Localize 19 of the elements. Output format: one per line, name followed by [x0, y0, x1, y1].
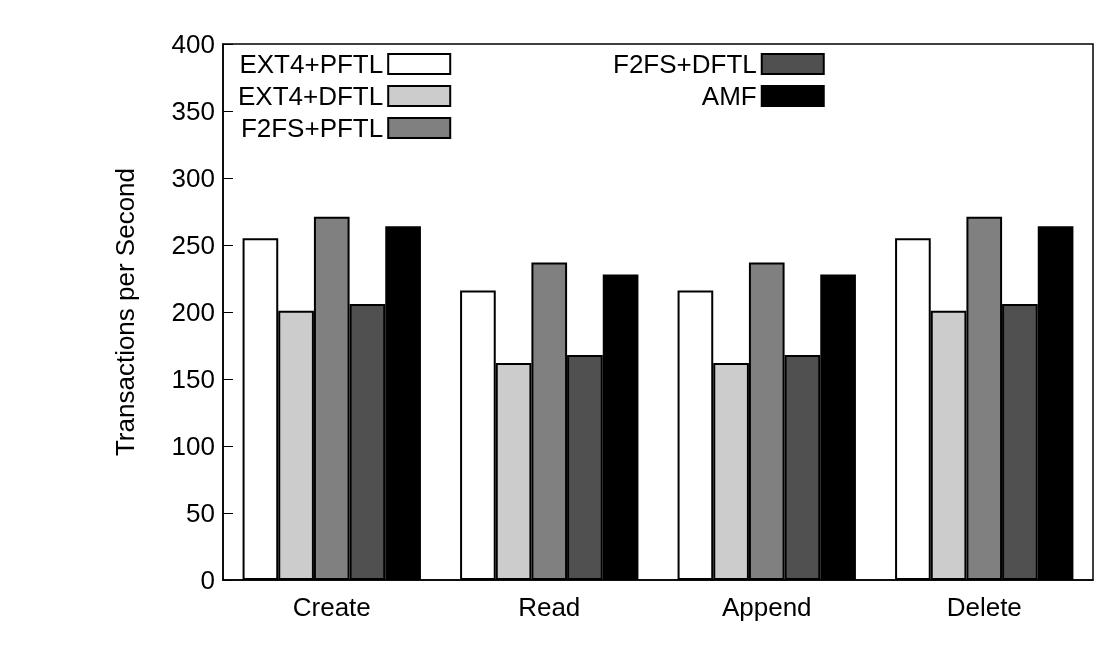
- legend-label: AMF: [701, 81, 757, 111]
- x-tick-label: Delete: [946, 592, 1022, 622]
- y-tick-label: 50: [186, 498, 215, 528]
- y-tick-label: 150: [171, 364, 215, 394]
- y-tick-label: 200: [171, 297, 215, 327]
- y-tick-label: 400: [171, 29, 215, 59]
- y-axis-title: Transactions per Second: [110, 167, 140, 457]
- legend-label: EXT4+PFTL: [239, 49, 384, 79]
- y-tick-label: 250: [171, 230, 215, 260]
- y-tick-label: 0: [200, 565, 215, 595]
- y-tick-label: 100: [171, 431, 215, 461]
- x-tick-label: Read: [518, 592, 581, 622]
- legend-label: F2FS+DFTL: [613, 49, 757, 79]
- y-tick-label: 350: [171, 96, 215, 126]
- y-tick-label: 300: [171, 163, 215, 193]
- x-tick-label: Create: [292, 592, 371, 622]
- x-tick-label: Append: [721, 592, 812, 622]
- legend-label: EXT4+DFTL: [237, 81, 384, 111]
- legend-label: F2FS+PFTL: [240, 113, 384, 143]
